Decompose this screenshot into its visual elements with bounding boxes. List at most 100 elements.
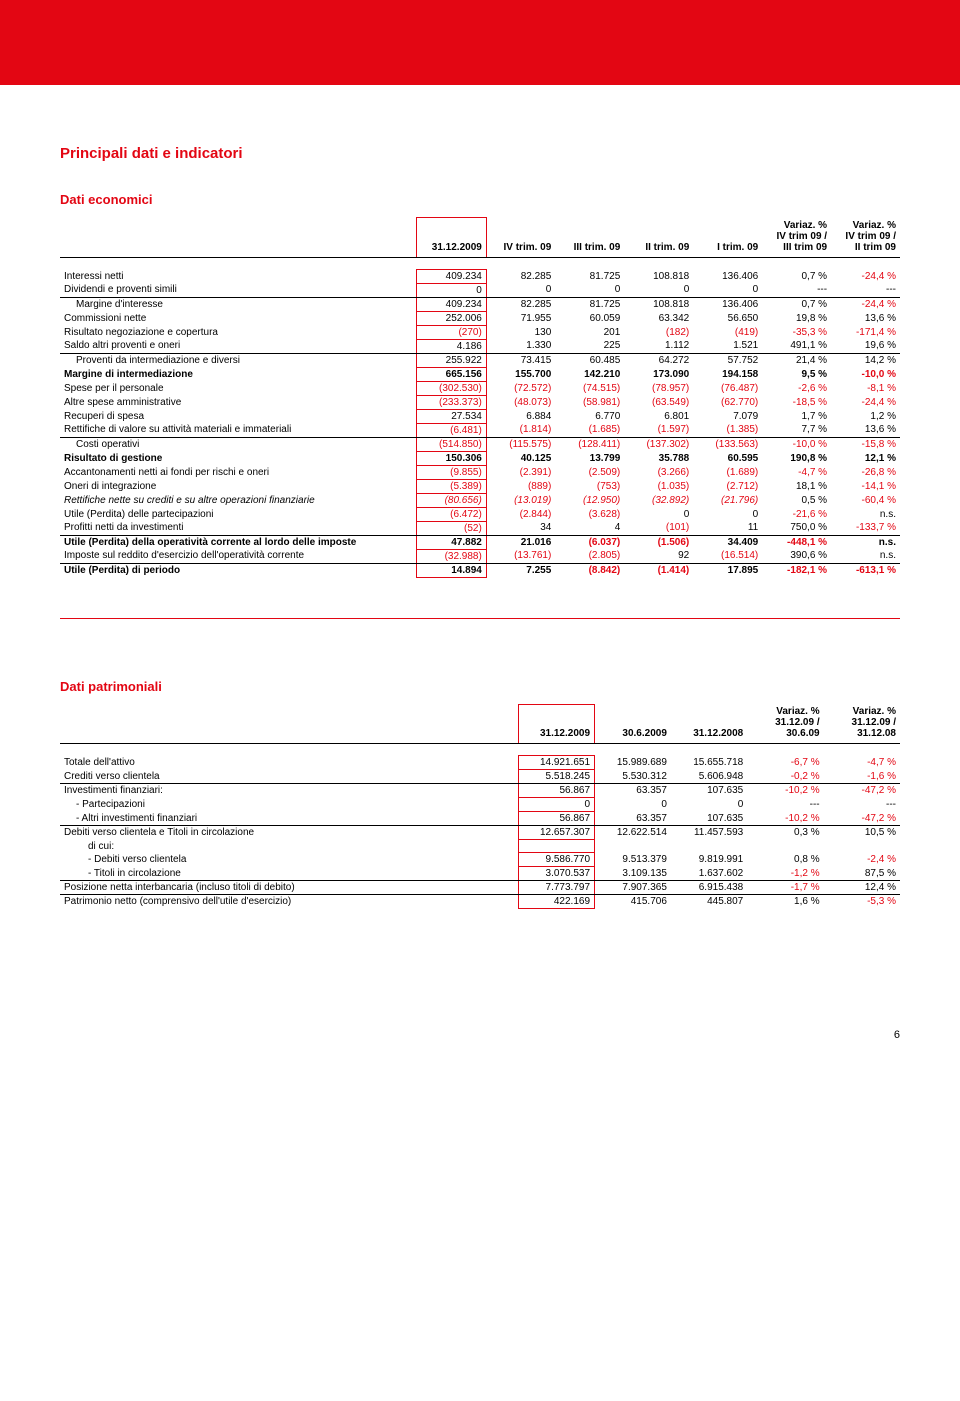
cell: (32.892)	[624, 493, 693, 507]
column-header: I trim. 09	[693, 218, 762, 258]
cell: 6.915.438	[671, 881, 747, 895]
cell: 1.330	[486, 339, 555, 353]
cell: 57.752	[693, 353, 762, 367]
row-label: Margine di intermediazione	[60, 367, 417, 381]
row-label: Recuperi di spesa	[60, 409, 417, 423]
cell: 92	[624, 549, 693, 563]
cell: 15.989.689	[595, 756, 671, 770]
cell: (137.302)	[624, 437, 693, 451]
cell: (12.950)	[555, 493, 624, 507]
column-header	[60, 218, 417, 258]
cell: 173.090	[624, 367, 693, 381]
table-row: - Partecipazioni000------	[60, 798, 900, 812]
cell: 255.922	[417, 353, 486, 367]
cell: 71.955	[486, 311, 555, 325]
cell: -5,3 %	[824, 895, 900, 909]
cell: 5.606.948	[671, 770, 747, 784]
cell: (72.572)	[486, 381, 555, 395]
table-row: Spese per il personale(302.530)(72.572)(…	[60, 381, 900, 395]
cell: 64.272	[624, 353, 693, 367]
cell: 7.907.365	[595, 881, 671, 895]
cell: -47,2 %	[824, 812, 900, 826]
cell: 409.234	[417, 269, 486, 283]
cell: 18,1 %	[762, 479, 831, 493]
cell	[824, 840, 900, 853]
cell: (2.844)	[486, 507, 555, 521]
cell: (302.530)	[417, 381, 486, 395]
cell: -1,7 %	[747, 881, 823, 895]
cell: (3.628)	[555, 507, 624, 521]
row-label: Totale dell'attivo	[60, 756, 518, 770]
column-header: III trim. 09	[555, 218, 624, 258]
cell: 34.409	[693, 535, 762, 549]
cell: 136.406	[693, 297, 762, 311]
cell: -613,1 %	[831, 563, 900, 577]
cell: (48.073)	[486, 395, 555, 409]
cell: 40.125	[486, 451, 555, 465]
cell: -1,6 %	[824, 770, 900, 784]
cell: 27.534	[417, 409, 486, 423]
cell: (63.549)	[624, 395, 693, 409]
cell: -133,7 %	[831, 521, 900, 535]
cell: 13,6 %	[831, 311, 900, 325]
row-label: Profitti netti da investimenti	[60, 521, 417, 535]
cell: 130	[486, 325, 555, 339]
row-label: Saldo altri proventi e oneri	[60, 339, 417, 353]
cell: 155.700	[486, 367, 555, 381]
table-row: - Titoli in circolazione3.070.5373.109.1…	[60, 867, 900, 881]
column-header: 31.12.2008	[671, 704, 747, 744]
column-header: IV trim. 09	[486, 218, 555, 258]
cell: 14,2 %	[831, 353, 900, 367]
cell: (419)	[693, 325, 762, 339]
cell: 5.530.312	[595, 770, 671, 784]
cell: 194.158	[693, 367, 762, 381]
row-label: Spese per il personale	[60, 381, 417, 395]
cell: (8.842)	[555, 563, 624, 577]
cell: 60.595	[693, 451, 762, 465]
cell: n.s.	[831, 535, 900, 549]
cell: -6,7 %	[747, 756, 823, 770]
cell: (1.035)	[624, 479, 693, 493]
cell: ---	[762, 283, 831, 297]
cell: 11	[693, 521, 762, 535]
row-label: Accantonamenti netti ai fondi per rischi…	[60, 465, 417, 479]
economic-title: Dati economici	[60, 192, 900, 207]
table-row: Rettifiche di valore su attività materia…	[60, 423, 900, 437]
row-label: Rettifiche nette su crediti e su altre o…	[60, 493, 417, 507]
cell: 0	[518, 798, 594, 812]
cell: 81.725	[555, 269, 624, 283]
row-label: - Titoli in circolazione	[60, 867, 518, 881]
cell: (2.509)	[555, 465, 624, 479]
table-row: Profitti netti da investimenti(52)344(10…	[60, 521, 900, 535]
cell: -10,0 %	[762, 437, 831, 451]
header-banner	[0, 0, 960, 85]
cell: -4,7 %	[824, 756, 900, 770]
row-label: Altre spese amministrative	[60, 395, 417, 409]
cell: 6.770	[555, 409, 624, 423]
cell: 0,3 %	[747, 826, 823, 840]
cell: (101)	[624, 521, 693, 535]
cell	[747, 840, 823, 853]
cell: 7.079	[693, 409, 762, 423]
table-row: Posizione netta interbancaria (incluso t…	[60, 881, 900, 895]
cell: 107.635	[671, 784, 747, 798]
cell: (13.761)	[486, 549, 555, 563]
cell: 142.210	[555, 367, 624, 381]
table-row: Patrimonio netto (comprensivo dell'utile…	[60, 895, 900, 909]
cell: 445.807	[671, 895, 747, 909]
cell: (62.770)	[693, 395, 762, 409]
table-row: Margine d'interesse409.23482.28581.72510…	[60, 297, 900, 311]
table-row: Recuperi di spesa27.5346.8846.7706.8017.…	[60, 409, 900, 423]
cell: 0,7 %	[762, 297, 831, 311]
cell: (9.855)	[417, 465, 486, 479]
row-label: Posizione netta interbancaria (incluso t…	[60, 881, 518, 895]
row-label: Risultato di gestione	[60, 451, 417, 465]
cell: (16.514)	[693, 549, 762, 563]
patrimonial-title: Dati patrimoniali	[60, 679, 900, 694]
cell: -2,6 %	[762, 381, 831, 395]
cell: 0	[555, 283, 624, 297]
row-label: Commissioni nette	[60, 311, 417, 325]
table-row: Dividendi e proventi simili00000------	[60, 283, 900, 297]
cell: 0	[693, 507, 762, 521]
cell: 136.406	[693, 269, 762, 283]
